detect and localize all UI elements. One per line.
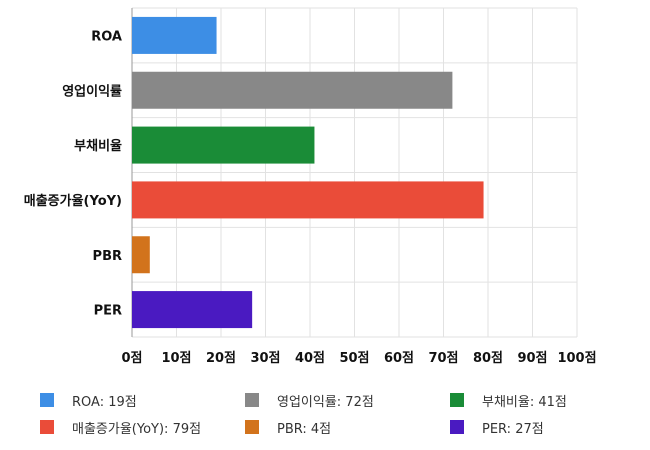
x-tick-label: 40점 [295,351,325,366]
bar [132,181,484,219]
category-label: 부채비율 [74,138,122,154]
category-label: PBR [93,249,122,264]
legend-item: 매출증가율(YoY): 79점 [40,417,201,437]
legend-label: PER: 27점 [482,421,544,437]
legend-label: 영업이익률: 72점 [277,394,374,410]
legend-item: ROA: 19점 [40,390,137,410]
legend-item: PBR: 4점 [245,417,331,437]
legend-swatch [245,393,259,407]
legend-label: ROA: 19점 [72,394,137,410]
bar [132,291,253,329]
bar [132,71,453,109]
legend-swatch [245,420,259,434]
bar [132,16,217,54]
legend-item: PER: 27점 [450,417,544,437]
grid [131,7,578,338]
x-tick-label: 90점 [517,351,547,366]
legend-swatch [40,420,54,434]
x-tick-label: 60점 [384,351,414,366]
category-label: PER [94,304,122,319]
bars [132,16,484,329]
legend-label: 부채비율: 41점 [482,394,567,410]
x-tick-label: 50점 [339,351,369,366]
legend-swatch [450,420,464,434]
x-tick-label: 0점 [121,351,142,366]
x-tick-label: 70점 [428,351,458,366]
legend-swatch [40,393,54,407]
x-tick-label: 80점 [473,351,503,366]
legend-item: 영업이익률: 72점 [245,390,374,410]
category-label: ROA [91,29,122,44]
legend-swatch [450,393,464,407]
legend-label: 매출증가율(YoY): 79점 [72,421,202,437]
category-label: 영업이익률 [62,83,122,99]
bar [132,126,315,164]
legend-label: PBR: 4점 [277,421,332,437]
x-tick-label: 10점 [161,351,191,366]
bar [132,236,150,274]
x-tick-label: 20점 [206,351,236,366]
x-tick-label: 100점 [557,351,596,366]
x-tick-label: 30점 [250,351,280,366]
category-label: 매출증가율(YoY) [24,193,122,209]
x-tick-labels: 0점 10점 20점 30점 40점 50점 60점 70점 80점 90점 100점 [121,351,596,366]
legend-item: 부채비율: 41점 [450,390,567,410]
